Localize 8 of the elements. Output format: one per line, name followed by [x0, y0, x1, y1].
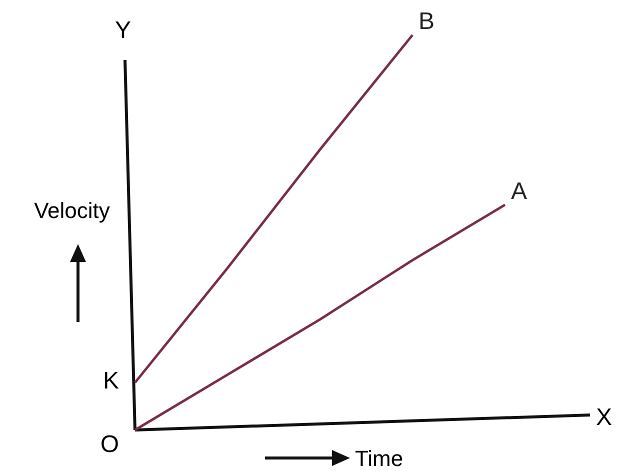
- x-axis-title: Time: [355, 446, 404, 471]
- text: X: [596, 404, 612, 431]
- annotation: Y: [114, 17, 132, 44]
- annotation: K: [102, 368, 119, 395]
- y-axis-title: Velocity: [34, 198, 110, 223]
- text: O: [100, 431, 119, 458]
- series-label: B: [418, 8, 435, 35]
- series-label: A: [511, 178, 528, 205]
